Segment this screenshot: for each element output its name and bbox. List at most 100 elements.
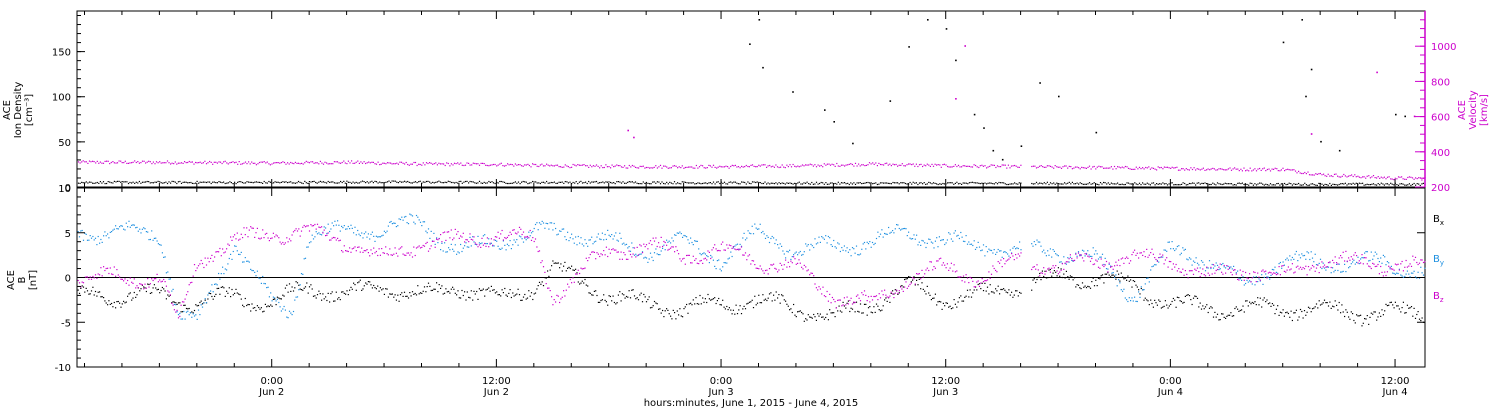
bz-point xyxy=(783,264,785,266)
density-point xyxy=(803,182,805,184)
by-point xyxy=(751,225,753,227)
bx-point xyxy=(771,300,773,302)
bx-point xyxy=(1412,315,1414,317)
velocity-point xyxy=(711,166,713,168)
bz-point xyxy=(938,258,940,260)
density-point xyxy=(390,181,392,184)
by-point xyxy=(466,246,468,248)
velocity-point xyxy=(176,163,178,165)
bz-point xyxy=(659,246,661,248)
by-point xyxy=(1167,241,1169,243)
bx-point xyxy=(181,311,184,313)
bz-point xyxy=(205,264,208,266)
density-point xyxy=(249,181,251,183)
bz-point xyxy=(771,264,773,266)
bx-point xyxy=(115,307,117,309)
bz-point xyxy=(1174,266,1176,268)
density-point xyxy=(684,181,686,183)
bz-point xyxy=(775,268,777,270)
velocity-point xyxy=(112,161,114,163)
bz-point xyxy=(970,277,973,279)
velocity-point xyxy=(750,164,752,166)
density-point xyxy=(1324,183,1326,185)
by-point xyxy=(1337,269,1339,272)
velocity-point xyxy=(928,164,930,166)
density-point xyxy=(961,183,963,185)
by-point xyxy=(387,225,389,227)
by-point xyxy=(768,241,771,244)
density-point xyxy=(1062,183,1064,185)
bx-point xyxy=(970,296,973,298)
by-point xyxy=(185,311,188,313)
velocity-point xyxy=(1104,167,1106,169)
velocity-point xyxy=(845,164,847,166)
velocity-point xyxy=(549,165,551,167)
bx-point xyxy=(1011,291,1013,293)
velocity-point xyxy=(190,161,192,163)
bx-point xyxy=(704,298,706,300)
bz-point xyxy=(116,269,118,271)
bx-point xyxy=(86,290,89,292)
density-point xyxy=(541,181,543,183)
bx-point xyxy=(710,299,712,301)
bz-point xyxy=(867,296,870,298)
velocity-point xyxy=(1065,165,1067,167)
bx-point xyxy=(486,288,488,290)
velocity-point xyxy=(661,167,663,169)
by-point xyxy=(781,245,783,247)
by-point xyxy=(327,223,329,225)
velocity-point xyxy=(1003,164,1005,166)
bx-point xyxy=(871,312,874,314)
bz-point xyxy=(958,276,960,278)
bz-point xyxy=(1277,273,1279,275)
bz-point xyxy=(343,245,345,247)
velocity-point xyxy=(673,165,676,167)
density-point xyxy=(1358,182,1360,184)
bx-point xyxy=(834,316,836,318)
by-point xyxy=(900,229,902,231)
by-point xyxy=(290,312,292,314)
bz-point xyxy=(436,238,438,240)
bx-point xyxy=(867,307,870,309)
bz-point xyxy=(671,246,673,248)
bx-point xyxy=(1329,301,1331,303)
by-point xyxy=(1384,256,1386,258)
by-point xyxy=(794,252,796,254)
velocity-point xyxy=(1017,166,1019,168)
bz-point xyxy=(615,249,617,251)
bx-point xyxy=(287,291,289,293)
velocity-point xyxy=(675,165,677,167)
bx-point xyxy=(191,311,193,313)
bz-point xyxy=(204,257,206,259)
bz-point xyxy=(890,291,892,293)
density-point xyxy=(737,183,740,185)
velocity-point xyxy=(569,167,571,169)
velocity-point xyxy=(550,164,552,166)
bx-point xyxy=(373,284,375,287)
density-point xyxy=(733,181,735,183)
bx-point xyxy=(1178,297,1180,299)
bz-point xyxy=(1130,260,1132,262)
bx-point xyxy=(502,292,504,294)
velocity-point xyxy=(1363,176,1365,178)
bx-point xyxy=(989,284,991,286)
velocity-point xyxy=(733,165,735,167)
bz-point xyxy=(226,248,228,250)
bz-point xyxy=(715,248,717,250)
bx-point xyxy=(1416,313,1418,316)
bx-point xyxy=(993,292,995,294)
by-point xyxy=(1353,259,1355,261)
velocity-point xyxy=(185,162,187,164)
density-point xyxy=(1326,184,1328,186)
bz-point xyxy=(361,247,363,249)
bx-point xyxy=(326,299,328,302)
velocity-point xyxy=(502,165,504,167)
density-point xyxy=(180,182,183,184)
bz-point xyxy=(691,262,693,264)
density-point xyxy=(234,181,236,183)
bx-point xyxy=(493,289,495,291)
velocity-point xyxy=(1187,169,1189,171)
by-point xyxy=(1175,248,1177,250)
bx-point xyxy=(754,295,756,297)
by-point xyxy=(506,243,508,245)
